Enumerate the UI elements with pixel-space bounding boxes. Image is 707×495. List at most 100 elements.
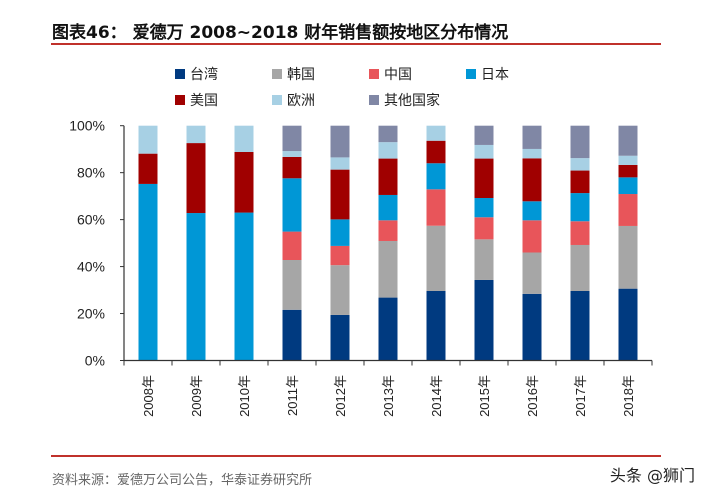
bar-segment	[618, 155, 638, 165]
x-tick-label: 2009年	[189, 375, 204, 417]
bar-segment	[282, 125, 302, 152]
bar-segment	[426, 189, 446, 226]
bar-segment	[570, 193, 590, 222]
bar-segment	[618, 225, 638, 289]
y-tick-label: 80%	[77, 165, 105, 181]
bar-segment	[186, 143, 206, 214]
legend-item: 中国	[369, 64, 412, 84]
bar-segment	[570, 290, 590, 361]
bar-segment	[330, 157, 350, 170]
bar-segment	[378, 158, 398, 195]
legend-label: 台湾	[190, 67, 218, 83]
x-tick-label: 2018年	[621, 375, 636, 417]
bar-segment	[618, 177, 638, 195]
bar-segment	[330, 265, 350, 315]
x-tick-label: 2008年	[141, 375, 156, 417]
legend-swatch	[272, 69, 282, 79]
bar-segment	[570, 125, 590, 159]
bar-segment	[330, 125, 350, 158]
watermark: 头条 @狮门	[609, 466, 695, 485]
bar-segment	[570, 244, 590, 291]
bar-segment	[330, 169, 350, 220]
bar-segment	[618, 164, 638, 178]
legend-label: 欧洲	[287, 93, 315, 109]
legend-swatch	[175, 95, 185, 105]
bar-segment	[234, 212, 254, 361]
x-tick-label: 2012年	[333, 375, 348, 417]
bar-segment	[522, 125, 542, 149]
legend-item: 日本	[466, 64, 509, 84]
bar-segment	[522, 293, 542, 361]
bar-segment	[378, 125, 398, 143]
bar-segment	[618, 288, 638, 361]
bar-segment	[330, 245, 350, 266]
bar-segment	[522, 148, 542, 159]
bar-segment	[138, 183, 158, 361]
legend-item: 美国	[175, 90, 218, 110]
bar-segment	[282, 156, 302, 179]
bar-segment	[522, 252, 542, 294]
bar-segment	[426, 140, 446, 164]
y-tick-label: 60%	[77, 212, 105, 228]
legend-label: 其他国家	[384, 93, 440, 109]
bar-segment	[570, 221, 590, 245]
bar-segment	[234, 125, 254, 152]
legend-swatch	[466, 69, 476, 79]
bar-segment	[570, 158, 590, 171]
legend-label: 韩国	[287, 67, 315, 83]
bar-segment	[570, 170, 590, 194]
x-tick-label: 2014年	[429, 375, 444, 417]
footer-divider	[51, 455, 661, 457]
bar-segment	[378, 220, 398, 241]
bar-segment	[522, 158, 542, 202]
bar-segment	[378, 240, 398, 298]
bar-segment	[378, 142, 398, 159]
legend-item: 韩国	[272, 64, 315, 84]
bar-segment	[474, 158, 494, 199]
x-tick-label: 2015年	[477, 375, 492, 417]
bar-segment	[282, 231, 302, 261]
legend-item: 台湾	[175, 64, 218, 84]
title-divider	[51, 43, 661, 45]
bar-segment	[474, 198, 494, 218]
bar-segment	[378, 194, 398, 221]
bar-segment	[282, 178, 302, 232]
bar-segment	[474, 279, 494, 361]
bar-segment	[330, 219, 350, 246]
legend-label: 中国	[384, 67, 412, 83]
legend-swatch	[272, 95, 282, 105]
bar-segment	[186, 213, 206, 361]
bar-segment	[138, 153, 158, 184]
x-tick-label: 2013年	[381, 375, 396, 417]
y-tick-label: 100%	[69, 118, 105, 134]
legend-label: 日本	[481, 67, 509, 83]
y-tick-label: 40%	[77, 259, 105, 275]
legend-item: 其他国家	[369, 90, 440, 110]
bar-segment	[282, 309, 302, 361]
bar-segment	[426, 163, 446, 190]
legend-item: 欧洲	[272, 90, 315, 110]
bar-segment	[474, 125, 494, 145]
bar-segment	[186, 125, 206, 144]
bar-segment	[522, 220, 542, 253]
bar-segment	[234, 151, 254, 213]
legend-swatch	[175, 69, 185, 79]
bar-segment	[426, 225, 446, 291]
bar-segment	[426, 290, 446, 361]
bar-segment	[474, 217, 494, 240]
bar-segment	[618, 125, 638, 156]
bar-segment	[282, 151, 302, 157]
legend-label: 美国	[190, 93, 218, 109]
bar-segment	[618, 194, 638, 226]
y-tick-label: 20%	[77, 306, 105, 322]
bar-segment	[378, 297, 398, 361]
bar-segment	[282, 260, 302, 310]
bar-segment	[474, 239, 494, 280]
source-note: 资料来源：爱德万公司公告，华泰证券研究所	[52, 473, 313, 488]
x-tick-label: 2017年	[573, 375, 588, 417]
bar-segment	[138, 125, 158, 154]
bar-segment	[522, 201, 542, 221]
legend-swatch	[369, 95, 379, 105]
bar-segment	[474, 144, 494, 159]
